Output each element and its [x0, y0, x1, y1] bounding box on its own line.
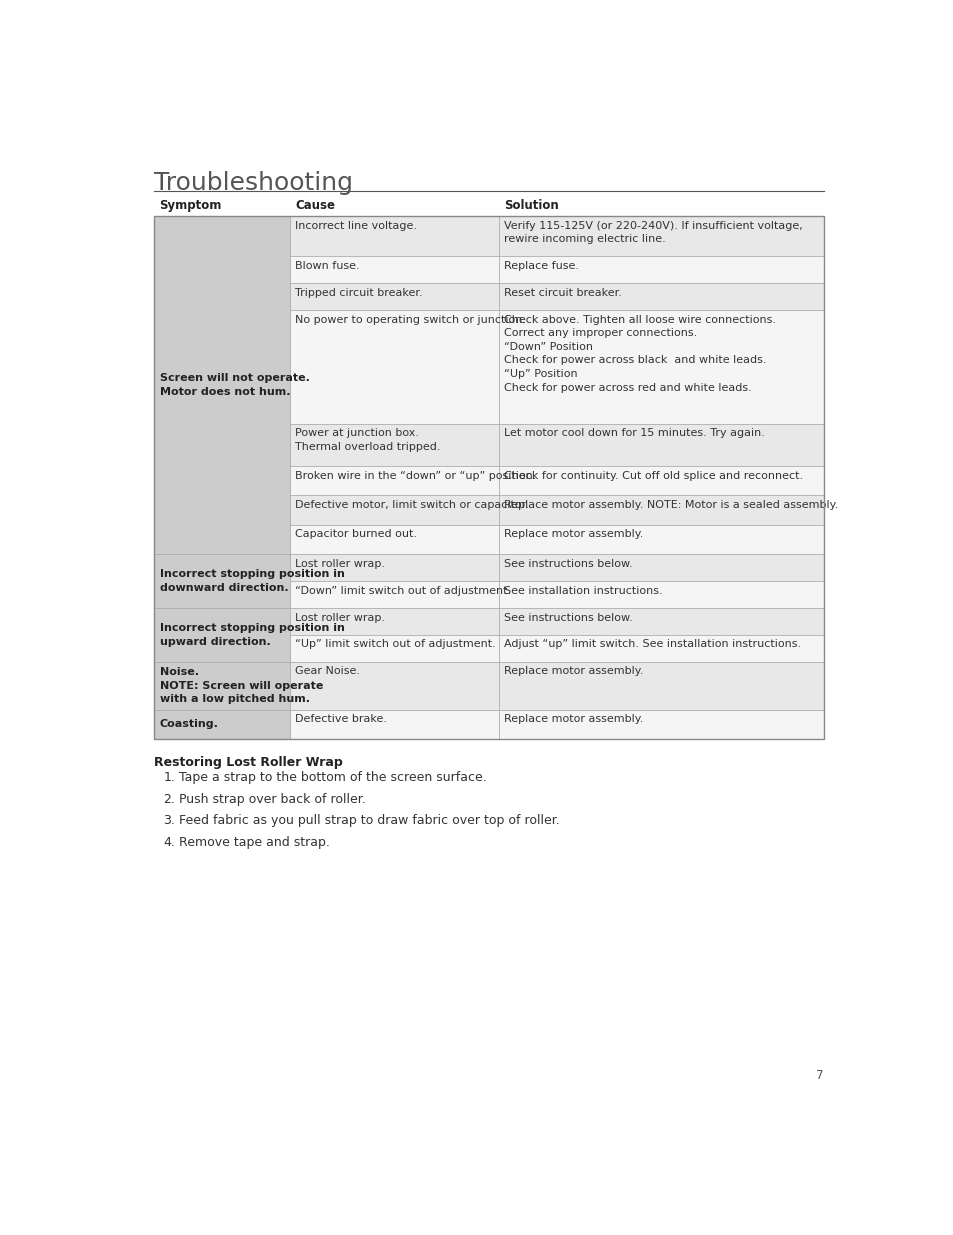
Text: Defective brake.: Defective brake.: [294, 714, 387, 724]
Text: Replace motor assembly.: Replace motor assembly.: [504, 714, 643, 724]
Text: Defective motor, limit switch or capacitor.: Defective motor, limit switch or capacit…: [294, 500, 529, 510]
Text: Check for continuity. Cut off old splice and reconnect.: Check for continuity. Cut off old splice…: [504, 471, 802, 480]
Text: Adjust “up” limit switch. See installation instructions.: Adjust “up” limit switch. See installati…: [504, 640, 801, 650]
Text: Replace motor assembly.: Replace motor assembly.: [504, 667, 643, 677]
Text: Broken wire in the “down” or “up” position.: Broken wire in the “down” or “up” positi…: [294, 471, 536, 480]
Text: Incorrect stopping position in
downward direction.: Incorrect stopping position in downward …: [159, 569, 344, 593]
Text: Cause: Cause: [294, 199, 335, 212]
Text: “Up” limit switch out of adjustment.: “Up” limit switch out of adjustment.: [294, 640, 496, 650]
Text: Power at junction box.
Thermal overload tripped.: Power at junction box. Thermal overload …: [294, 429, 440, 452]
Bar: [290, 580, 498, 608]
Text: Feed fabric as you pull strap to draw fabric over top of roller.: Feed fabric as you pull strap to draw fa…: [179, 814, 559, 827]
Text: Replace motor assembly. NOTE: Motor is a sealed assembly.: Replace motor assembly. NOTE: Motor is a…: [504, 500, 838, 510]
Bar: [498, 662, 822, 710]
Text: Restoring Lost Roller Wrap: Restoring Lost Roller Wrap: [154, 756, 342, 768]
Text: Replace fuse.: Replace fuse.: [504, 261, 578, 270]
Bar: [154, 216, 290, 555]
Bar: [154, 216, 822, 739]
Text: No power to operating switch or junction.: No power to operating switch or junction…: [294, 315, 526, 325]
Bar: [498, 495, 822, 525]
Text: “Down” limit switch out of adjustment.: “Down” limit switch out of adjustment.: [294, 585, 511, 595]
Text: Gear Noise.: Gear Noise.: [294, 667, 360, 677]
Bar: [498, 310, 822, 424]
Bar: [290, 608, 498, 635]
Bar: [290, 216, 498, 256]
Bar: [290, 283, 498, 310]
Text: Lost roller wrap.: Lost roller wrap.: [294, 613, 385, 622]
Text: Incorrect line voltage.: Incorrect line voltage.: [294, 221, 416, 231]
Bar: [290, 256, 498, 283]
Bar: [290, 525, 498, 555]
Bar: [290, 662, 498, 710]
Text: Solution: Solution: [504, 199, 558, 212]
Text: Reset circuit breaker.: Reset circuit breaker.: [504, 288, 621, 298]
Text: Capacitor burned out.: Capacitor burned out.: [294, 530, 416, 540]
Text: Symptom: Symptom: [159, 199, 222, 212]
Bar: [498, 424, 822, 466]
Text: Remove tape and strap.: Remove tape and strap.: [179, 836, 330, 848]
Text: 1.: 1.: [163, 771, 175, 784]
Bar: [498, 283, 822, 310]
Bar: [154, 710, 290, 739]
Text: Tape a strap to the bottom of the screen surface.: Tape a strap to the bottom of the screen…: [179, 771, 486, 784]
Text: 7: 7: [816, 1070, 822, 1082]
Text: Tripped circuit breaker.: Tripped circuit breaker.: [294, 288, 422, 298]
Text: Verify 115-125V (or 220-240V). If insufficient voltage,
rewire incoming electric: Verify 115-125V (or 220-240V). If insuff…: [504, 221, 802, 245]
Bar: [498, 710, 822, 739]
Text: See installation instructions.: See installation instructions.: [504, 585, 662, 595]
Text: Let motor cool down for 15 minutes. Try again.: Let motor cool down for 15 minutes. Try …: [504, 429, 764, 438]
Bar: [290, 555, 498, 580]
Bar: [154, 555, 290, 608]
Bar: [498, 216, 822, 256]
Bar: [154, 608, 290, 662]
Bar: [290, 310, 498, 424]
Text: 4.: 4.: [163, 836, 175, 848]
Text: Troubleshooting: Troubleshooting: [154, 172, 353, 195]
Bar: [154, 662, 290, 710]
Text: Check above. Tighten all loose wire connections.
Correct any improper connection: Check above. Tighten all loose wire conn…: [504, 315, 776, 393]
Bar: [290, 495, 498, 525]
Text: Noise.
NOTE: Screen will operate
with a low pitched hum.: Noise. NOTE: Screen will operate with a …: [159, 667, 322, 704]
Bar: [498, 580, 822, 608]
Text: Push strap over back of roller.: Push strap over back of roller.: [179, 793, 365, 805]
Text: Blown fuse.: Blown fuse.: [294, 261, 359, 270]
Bar: [290, 635, 498, 662]
Text: 3.: 3.: [163, 814, 175, 827]
Text: Screen will not operate.
Motor does not hum.: Screen will not operate. Motor does not …: [159, 373, 309, 396]
Text: Incorrect stopping position in
upward direction.: Incorrect stopping position in upward di…: [159, 622, 344, 647]
Bar: [498, 635, 822, 662]
Bar: [498, 256, 822, 283]
Bar: [498, 525, 822, 555]
Text: Coasting.: Coasting.: [159, 719, 218, 729]
Bar: [290, 710, 498, 739]
Bar: [290, 424, 498, 466]
Bar: [290, 466, 498, 495]
Bar: [498, 466, 822, 495]
Text: Lost roller wrap.: Lost roller wrap.: [294, 558, 385, 568]
Text: See instructions below.: See instructions below.: [504, 558, 633, 568]
Text: Replace motor assembly.: Replace motor assembly.: [504, 530, 643, 540]
Text: 2.: 2.: [163, 793, 175, 805]
Bar: [498, 555, 822, 580]
Bar: [498, 608, 822, 635]
Text: See instructions below.: See instructions below.: [504, 613, 633, 622]
